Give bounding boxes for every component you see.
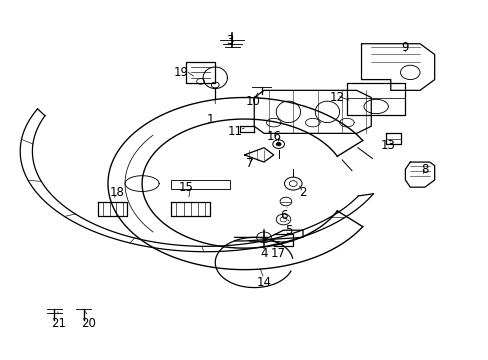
Text: 7: 7 (245, 157, 253, 170)
Text: 8: 8 (420, 163, 427, 176)
Text: 4: 4 (260, 247, 267, 260)
Text: 9: 9 (401, 41, 408, 54)
Text: 5: 5 (284, 224, 291, 238)
Text: 20: 20 (81, 317, 96, 330)
Text: 6: 6 (279, 210, 286, 222)
Text: 10: 10 (245, 95, 260, 108)
Text: 18: 18 (109, 186, 124, 199)
Circle shape (276, 142, 281, 146)
Text: 16: 16 (265, 130, 281, 144)
Text: 1: 1 (206, 113, 214, 126)
Text: 2: 2 (299, 186, 306, 199)
Text: 12: 12 (329, 91, 344, 104)
Text: 11: 11 (227, 125, 242, 138)
Text: 17: 17 (270, 247, 285, 260)
Text: 13: 13 (380, 139, 395, 152)
Text: 19: 19 (173, 66, 188, 79)
Text: 21: 21 (51, 317, 65, 330)
Text: 3: 3 (226, 33, 233, 47)
Bar (171, 180, 229, 189)
Text: 14: 14 (256, 276, 271, 289)
Text: 15: 15 (178, 181, 193, 194)
